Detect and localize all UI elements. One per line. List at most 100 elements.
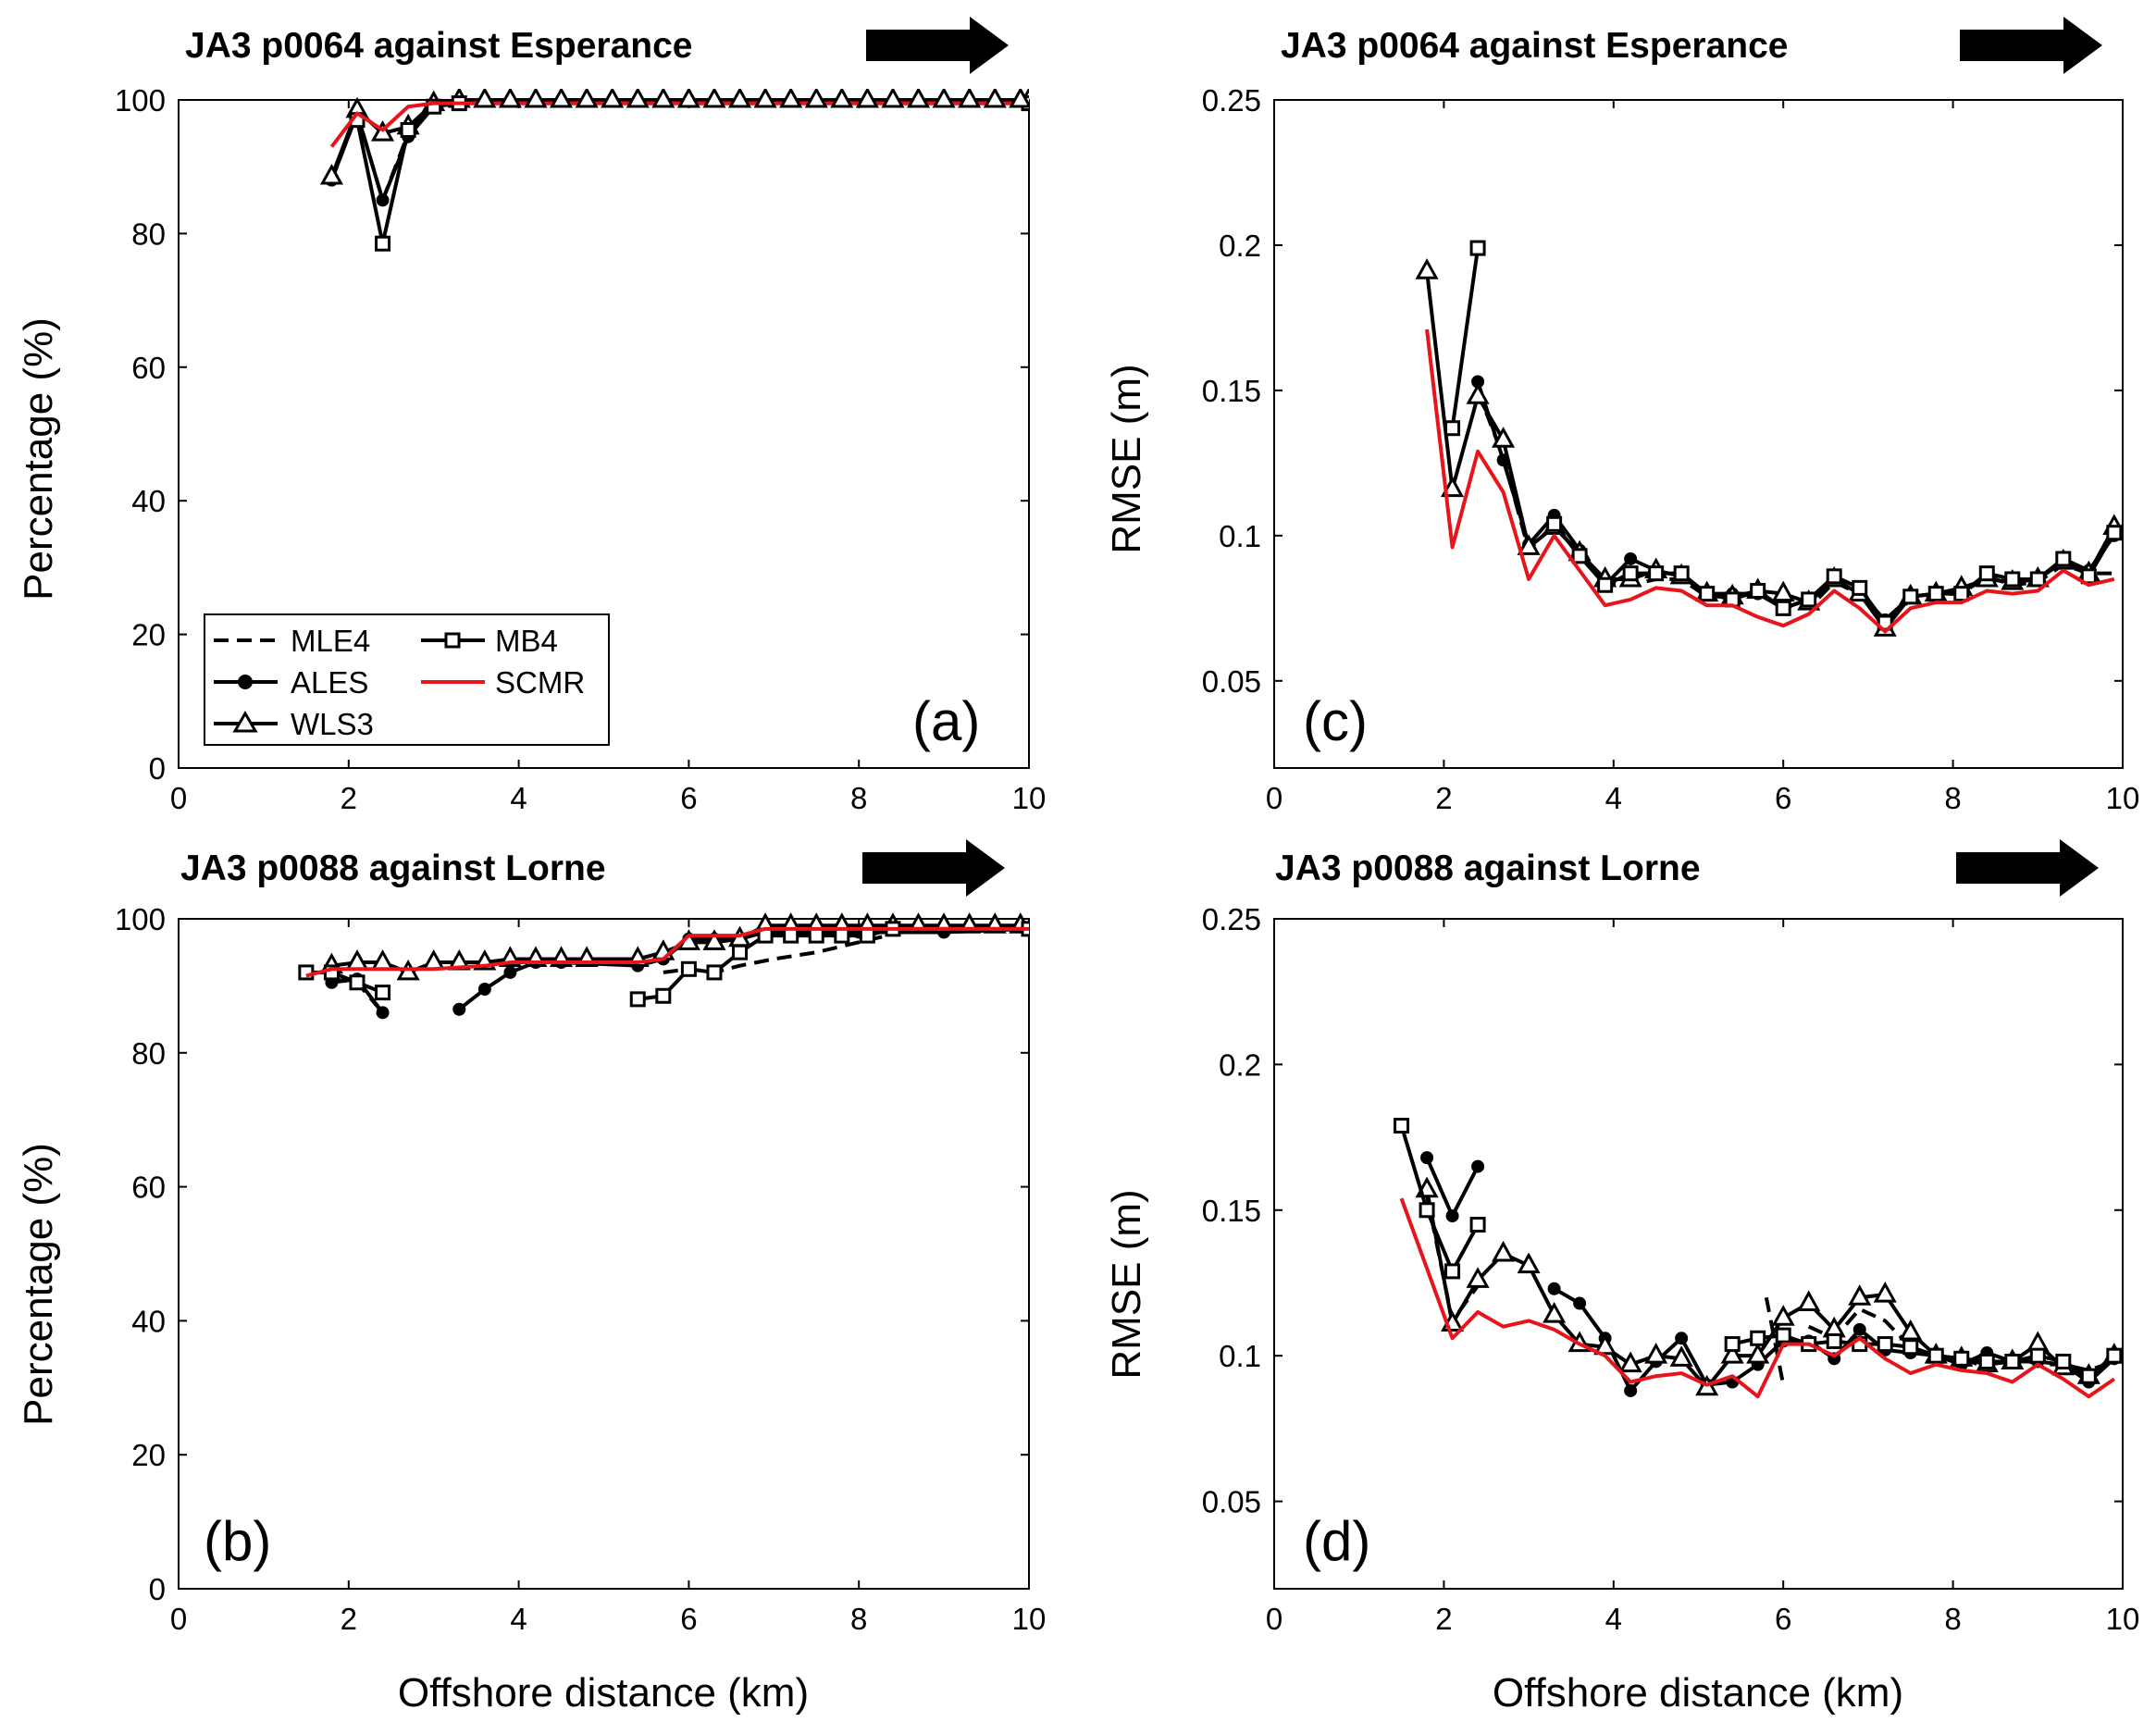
panel-d-mb4-point-1-14 — [2080, 1368, 2097, 1384]
legend-label-scmr: SCMR — [495, 665, 585, 700]
panel-a-label: (a) — [912, 690, 980, 752]
panel-a-wls3-plateau-19 — [958, 89, 982, 108]
panel-c-mb4-point-1-11 — [1826, 568, 1842, 585]
panel-b-label: (b) — [204, 1510, 271, 1572]
legend-item-mb4: MB4 — [421, 624, 558, 658]
panel-b-mb4-point-0-3 — [375, 985, 391, 1001]
panel-a-xtick-label-2: 2 — [341, 781, 357, 815]
panel-b-mb4-point-1-9 — [859, 927, 875, 944]
panel-d-mb4-point-1-1 — [1750, 1330, 1766, 1346]
panel-c-xtick-label-8: 8 — [1944, 781, 1961, 815]
panel-c-xtick-label-2: 2 — [1435, 781, 1452, 815]
panel-a-wls3-plateau-4 — [575, 89, 599, 108]
panel-d-wls3-point-0-19 — [1899, 1319, 1923, 1341]
panel-d-ytick-label-0-05: 0.05 — [1202, 1485, 1261, 1519]
panel-c-mb4-point-1-14 — [1902, 588, 1919, 605]
panel-c-label: (c) — [1303, 690, 1368, 752]
panel-d-wls3-point-0-10 — [1669, 1345, 1693, 1367]
panel-a-wls3-plateau-12 — [779, 89, 803, 108]
panel-c-wls3-point-0-4 — [1517, 534, 1541, 555]
panel-d-series-scmr — [1399, 1197, 2115, 1399]
panel-d-ytick-label-0-2: 0.2 — [1219, 1047, 1261, 1082]
panel-d-ylabel: RMSE (m) — [1104, 1189, 1149, 1379]
panel-d-xlabel: Offshore distance (km) — [1493, 1670, 1903, 1716]
panel-a-mb4-point-0-1 — [375, 235, 391, 252]
panel-c-xtick-label-4: 4 — [1605, 781, 1622, 815]
panel-c-wls3-line-0 — [1425, 270, 2116, 631]
panel-a-series-scmr — [329, 101, 1029, 148]
panel-d-xtick-label-6: 6 — [1775, 1602, 1791, 1636]
panel-d-mb4-point-1-4 — [1826, 1332, 1842, 1349]
panel-a-plot-area — [319, 89, 1029, 252]
panel-a-wls3-plateau-13 — [804, 89, 828, 108]
panel-c-mb4-point-1-9 — [1775, 600, 1791, 616]
legend-item-ales: ALES — [214, 665, 368, 700]
panel-a-ytick-label-100: 100 — [115, 83, 166, 118]
panel-a-wls3-plateau-5 — [601, 89, 625, 108]
panel-b-mb4-point-1-4 — [732, 944, 749, 960]
panel-a-wls3-plateau-0 — [473, 89, 497, 108]
panel-b-direction-arrow — [862, 839, 1005, 897]
panel-d-plot-area — [1394, 1117, 2123, 1399]
panel-d-wls3-point-0-17 — [1848, 1284, 1872, 1306]
panel-a-series-mb4 — [349, 95, 1029, 252]
panel-c-ytick-label-0-15: 0.15 — [1202, 374, 1261, 408]
panel-d-scmr-line-0 — [1399, 1197, 2115, 1399]
panel-c-ticks: 0 2 4 6 8 10 0.05 0.1 0.15 0.2 0.25 — [1202, 83, 2140, 815]
panel-a-mb4-point-0-2 — [400, 121, 416, 138]
panel-c-wls3-point-0-0 — [1415, 258, 1439, 279]
panel-b-ytick-label-80: 80 — [131, 1036, 166, 1071]
panel-d-ales-point-0-1 — [1445, 1209, 1459, 1223]
legend-marker-mb4 — [444, 632, 461, 649]
legend-item-wls3: WLS3 — [214, 707, 374, 741]
panel-d-xtick-label-2: 2 — [1435, 1602, 1452, 1636]
panel-d-ales-point-1-3 — [1624, 1383, 1638, 1397]
panel-a-ylabel: Percentage (%) — [16, 317, 61, 601]
panel-d-mb4-point-1-8 — [1927, 1347, 1944, 1364]
panel-c-series-ales — [1471, 375, 2121, 626]
panel-a-ytick-label-40: 40 — [131, 484, 166, 518]
panel-d-wls3-point-0-12 — [1720, 1343, 1744, 1364]
panel-d-wls3-point-0-5 — [1543, 1302, 1567, 1323]
panel-d-ytick-label-0-1: 0.1 — [1219, 1339, 1261, 1373]
panel-a-plateau-markers — [473, 89, 1029, 108]
panel-c-mb4-point-1-8 — [1750, 583, 1766, 600]
panel-b-ytick-label-100: 100 — [115, 902, 166, 936]
panel-b-ales-point-1-1 — [477, 983, 491, 997]
panel-a-wls3-plateau-2 — [524, 89, 548, 108]
panel-b-series-group — [298, 912, 1029, 1020]
panel-d: JA3 p0088 against Lorne RMSE (m) 0 2 4 6 8 10… — [1104, 839, 2139, 1716]
panel-d-mle4-line-1 — [1764, 1296, 1786, 1386]
panel-b-xtick-label-4: 4 — [510, 1602, 527, 1636]
panel-d-direction-arrow — [1956, 839, 2099, 897]
panel-d-mb4-point-1-12 — [2029, 1347, 2046, 1364]
legend-marker-wls3 — [232, 711, 258, 733]
panel-d-wls3-point-0-15 — [1797, 1290, 1821, 1312]
panel-d-mb4-line-0 — [1399, 1124, 1480, 1273]
panel-c-wls3-point-0-2 — [1466, 383, 1490, 404]
panel-d-xtick-label-10: 10 — [2106, 1602, 2140, 1636]
panel-d-ales-point-0-2 — [1471, 1159, 1485, 1173]
panel-d-title: JA3 p0088 against Lorne — [1275, 849, 1701, 888]
panel-d-mb4-point-0-1 — [1419, 1202, 1435, 1219]
panel-d-mb4-point-1-7 — [1902, 1339, 1919, 1356]
panel-c-mb4-point-1-18 — [2004, 571, 2021, 588]
panel-d-xtick-label-4: 4 — [1605, 1602, 1622, 1636]
panel-d-ales-point-1-0 — [1547, 1282, 1561, 1295]
panel-d-mb4-point-1-9 — [1953, 1350, 1970, 1367]
panel-b-mb4-point-0-0 — [298, 964, 315, 981]
panel-b-arrow-shaft — [862, 852, 966, 884]
panel-c-mb4-point-1-20 — [2055, 551, 2072, 567]
panel-a-xtick-label-8: 8 — [850, 781, 867, 815]
panel-d-label: (d) — [1303, 1510, 1370, 1572]
panel-c-mb4-point-1-2 — [1597, 576, 1614, 593]
panel-b-ales-point-1-2 — [503, 965, 517, 979]
panel-c-mb4-point-1-17 — [1978, 565, 1995, 582]
panel-c-mb4-point-1-5 — [1673, 565, 1690, 582]
panel-a-wls3-plateau-20 — [983, 89, 1007, 108]
panel-a-ytick-label-60: 60 — [131, 351, 166, 385]
panel-c-arrow-stem — [1960, 30, 2063, 61]
panel-b-mb4-point-1-8 — [834, 927, 850, 944]
panel-b-wls3-point-0-14 — [702, 929, 726, 950]
